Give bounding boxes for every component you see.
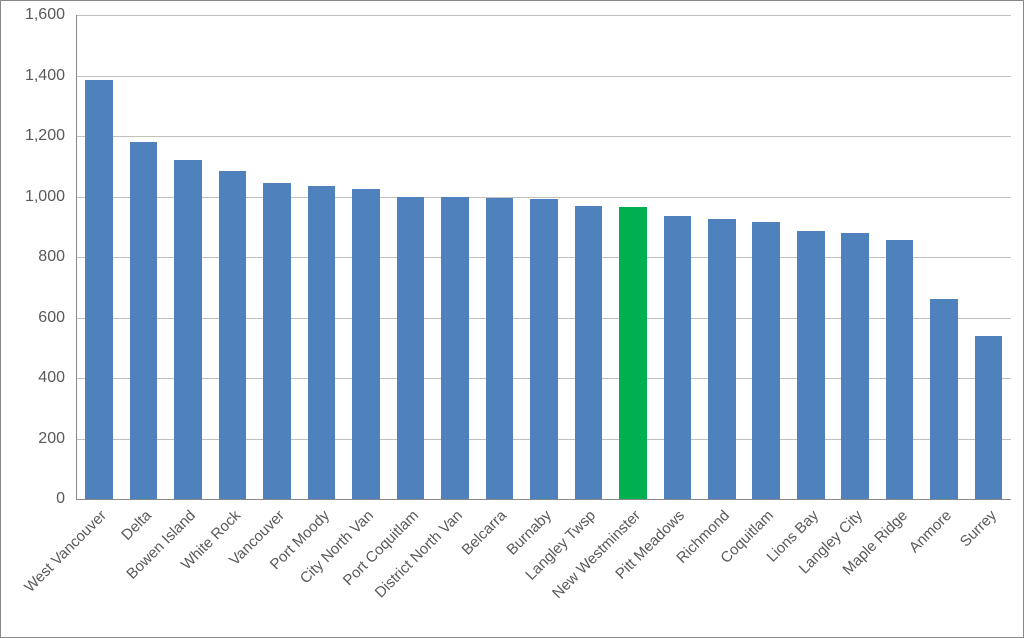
bar bbox=[575, 206, 603, 499]
bar-slot bbox=[433, 15, 477, 499]
bar-chart: 0 200 400 600 800 1,000 1,200 1,400 1,600 West V… bbox=[0, 0, 1024, 638]
bar bbox=[219, 171, 247, 499]
bar bbox=[174, 160, 202, 499]
x-label-slot: White Rock bbox=[209, 503, 253, 633]
bar-slot bbox=[477, 15, 521, 499]
bar bbox=[664, 216, 692, 499]
bar bbox=[130, 142, 158, 499]
x-label-slot: Anmore bbox=[921, 503, 965, 633]
y-tick-label: 1,400 bbox=[25, 67, 65, 85]
bar-slot bbox=[655, 15, 699, 499]
y-tick-label: 600 bbox=[38, 309, 65, 327]
bar bbox=[486, 198, 514, 499]
x-label-slot: Belcarra bbox=[476, 503, 520, 633]
bars-group bbox=[77, 15, 1011, 499]
bar-slot bbox=[789, 15, 833, 499]
bar-slot bbox=[388, 15, 432, 499]
y-tick-label: 1,600 bbox=[25, 6, 65, 24]
x-label-slot: Surrey bbox=[965, 503, 1009, 633]
bar bbox=[841, 233, 869, 499]
bar-slot bbox=[210, 15, 254, 499]
bar-slot bbox=[121, 15, 165, 499]
plot-area bbox=[76, 15, 1011, 500]
bar-slot bbox=[833, 15, 877, 499]
x-label-slot: Richmond bbox=[699, 503, 743, 633]
bar bbox=[352, 189, 380, 499]
x-label-slot: West Vancouver bbox=[76, 503, 120, 633]
bar-slot bbox=[522, 15, 566, 499]
bar-slot bbox=[166, 15, 210, 499]
bar bbox=[530, 199, 558, 499]
bar-slot bbox=[922, 15, 966, 499]
bar bbox=[397, 197, 425, 500]
x-axis-labels: West VancouverDeltaBowen IslandWhite Roc… bbox=[76, 503, 1010, 633]
bar bbox=[441, 197, 469, 499]
bar-slot bbox=[611, 15, 655, 499]
y-tick-label: 1,000 bbox=[25, 188, 65, 206]
bar bbox=[752, 222, 780, 499]
bar bbox=[619, 207, 647, 499]
bar-slot bbox=[344, 15, 388, 499]
bar-slot bbox=[744, 15, 788, 499]
x-label-slot: District North Van bbox=[432, 503, 476, 633]
y-tick-label: 1,200 bbox=[25, 127, 65, 145]
bar-slot bbox=[255, 15, 299, 499]
bar-slot bbox=[299, 15, 343, 499]
bar-slot bbox=[700, 15, 744, 499]
bar bbox=[975, 336, 1003, 499]
bar-slot bbox=[566, 15, 610, 499]
bar bbox=[708, 219, 736, 499]
bar bbox=[930, 299, 958, 499]
y-axis-labels: 02004006008001,0001,2001,4001,600 bbox=[1, 15, 71, 499]
x-label-slot: Coquitlam bbox=[743, 503, 787, 633]
y-tick-label: 800 bbox=[38, 248, 65, 266]
x-label-slot: Maple Ridge bbox=[876, 503, 920, 633]
bar-slot bbox=[877, 15, 921, 499]
bar bbox=[797, 231, 825, 499]
bar-slot bbox=[77, 15, 121, 499]
x-label-slot: Pitt Meadows bbox=[654, 503, 698, 633]
x-tick-label: West Vancouver bbox=[21, 507, 110, 596]
bar bbox=[886, 240, 914, 499]
y-tick-label: 200 bbox=[38, 430, 65, 448]
y-tick-label: 400 bbox=[38, 369, 65, 387]
bar-slot bbox=[966, 15, 1010, 499]
bar bbox=[263, 183, 291, 499]
x-tick-label: Delta bbox=[118, 507, 155, 544]
y-tick-label: 0 bbox=[56, 490, 65, 508]
bar bbox=[85, 80, 113, 499]
bar bbox=[308, 186, 336, 499]
